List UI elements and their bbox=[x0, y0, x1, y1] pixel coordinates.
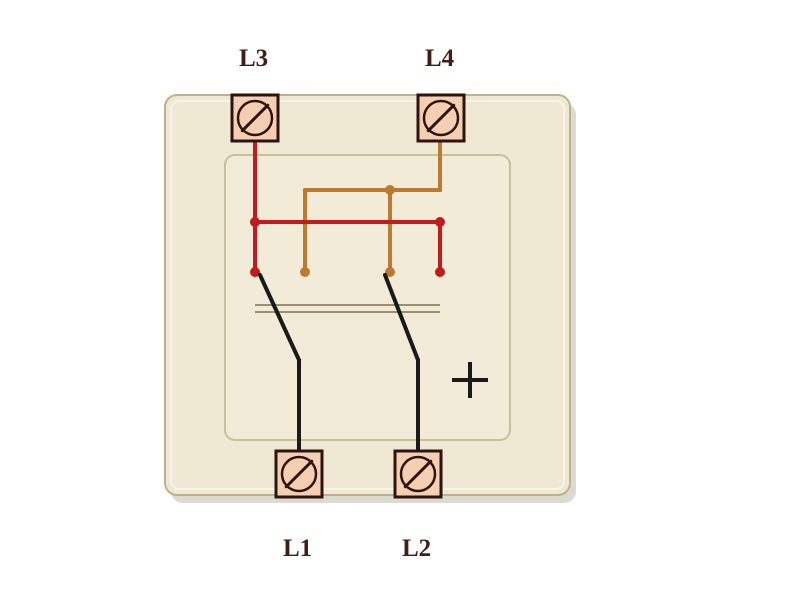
brown-node bbox=[385, 185, 395, 195]
brown-node bbox=[300, 267, 310, 277]
red-node bbox=[250, 217, 260, 227]
label-l2: L2 bbox=[402, 535, 431, 563]
label-l3: L3 bbox=[239, 45, 268, 73]
red-node bbox=[435, 217, 445, 227]
diagram-stage: L3 L4 L1 L2 bbox=[0, 0, 800, 605]
red-node bbox=[435, 267, 445, 277]
plate-inner bbox=[225, 155, 510, 440]
wiring-svg bbox=[0, 0, 800, 605]
label-l4: L4 bbox=[425, 45, 454, 73]
label-l1: L1 bbox=[283, 535, 312, 563]
